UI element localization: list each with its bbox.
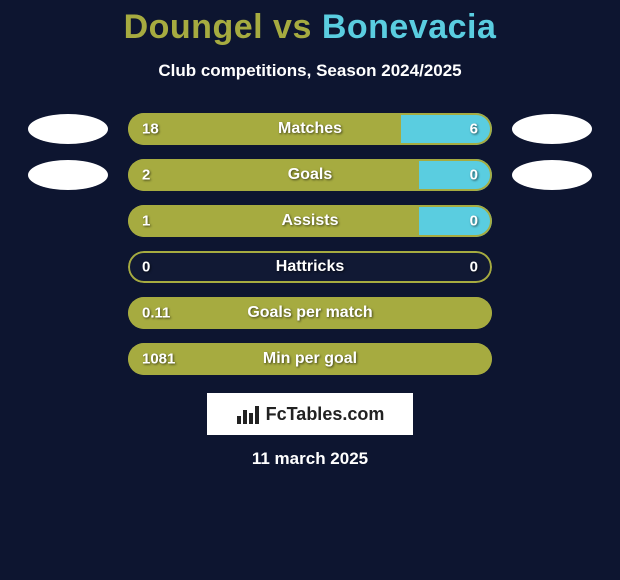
stat-row: 1081 Min per goal [0,343,620,375]
stat-bar: 0 0 Hattricks [128,251,492,283]
stat-bar: 18 6 Matches [128,113,492,145]
footer-logo: FcTables.com [207,393,413,435]
bar-segment-player1 [128,205,419,237]
bar-value-left: 2 [142,167,150,184]
stat-row: 1 0 Assists [0,205,620,237]
bar-segment-player1 [128,113,401,145]
footer-date: 11 march 2025 [0,449,620,469]
bar-segment-player2 [401,113,492,145]
bar-value-left: 0.11 [142,305,170,322]
page-title: Doungel vs Bonevacia [0,8,620,47]
bar-value-left: 0 [142,259,150,276]
stat-row: 0.11 Goals per match [0,297,620,329]
stat-rows: 18 6 Matches 2 0 Goals 1 0 Assists 0 0 Hattricks 0.1… [0,113,620,375]
bar-value-left: 1 [142,213,150,230]
bar-stat-label: Goals per match [247,304,372,322]
stat-bar: 2 0 Goals [128,159,492,191]
stat-row: 18 6 Matches [0,113,620,145]
team-badge-left [28,114,108,144]
bar-stat-label: Hattricks [276,258,344,276]
stat-bar: 1 0 Assists [128,205,492,237]
team-badge-right [512,160,592,190]
footer-logo-text: FcTables.com [266,404,385,425]
bar-segment-player2 [419,159,492,191]
stat-row: 0 0 Hattricks [0,251,620,283]
team-badge-right [512,114,592,144]
stat-bar: 0.11 Goals per match [128,297,492,329]
title-player1: Doungel [124,8,263,46]
title-player2: Bonevacia [322,8,497,46]
bar-value-right: 0 [470,167,478,184]
bar-value-left: 18 [142,121,159,138]
bar-value-right: 6 [470,121,478,138]
subtitle: Club competitions, Season 2024/2025 [0,61,620,81]
bar-segment-player2 [419,205,492,237]
title-vs: vs [273,8,312,46]
stat-bar: 1081 Min per goal [128,343,492,375]
bar-value-right: 0 [470,213,478,230]
stat-row: 2 0 Goals [0,159,620,191]
bar-value-left: 1081 [142,351,175,368]
bars-icon [236,404,260,424]
bar-stat-label: Goals [288,166,332,184]
bar-value-right: 0 [470,259,478,276]
team-badge-left [28,160,108,190]
bar-stat-label: Assists [282,212,339,230]
comparison-infographic: Doungel vs Bonevacia Club competitions, … [0,0,620,469]
bar-segment-player1 [128,159,419,191]
bar-stat-label: Matches [278,120,342,138]
bar-stat-label: Min per goal [263,350,357,368]
